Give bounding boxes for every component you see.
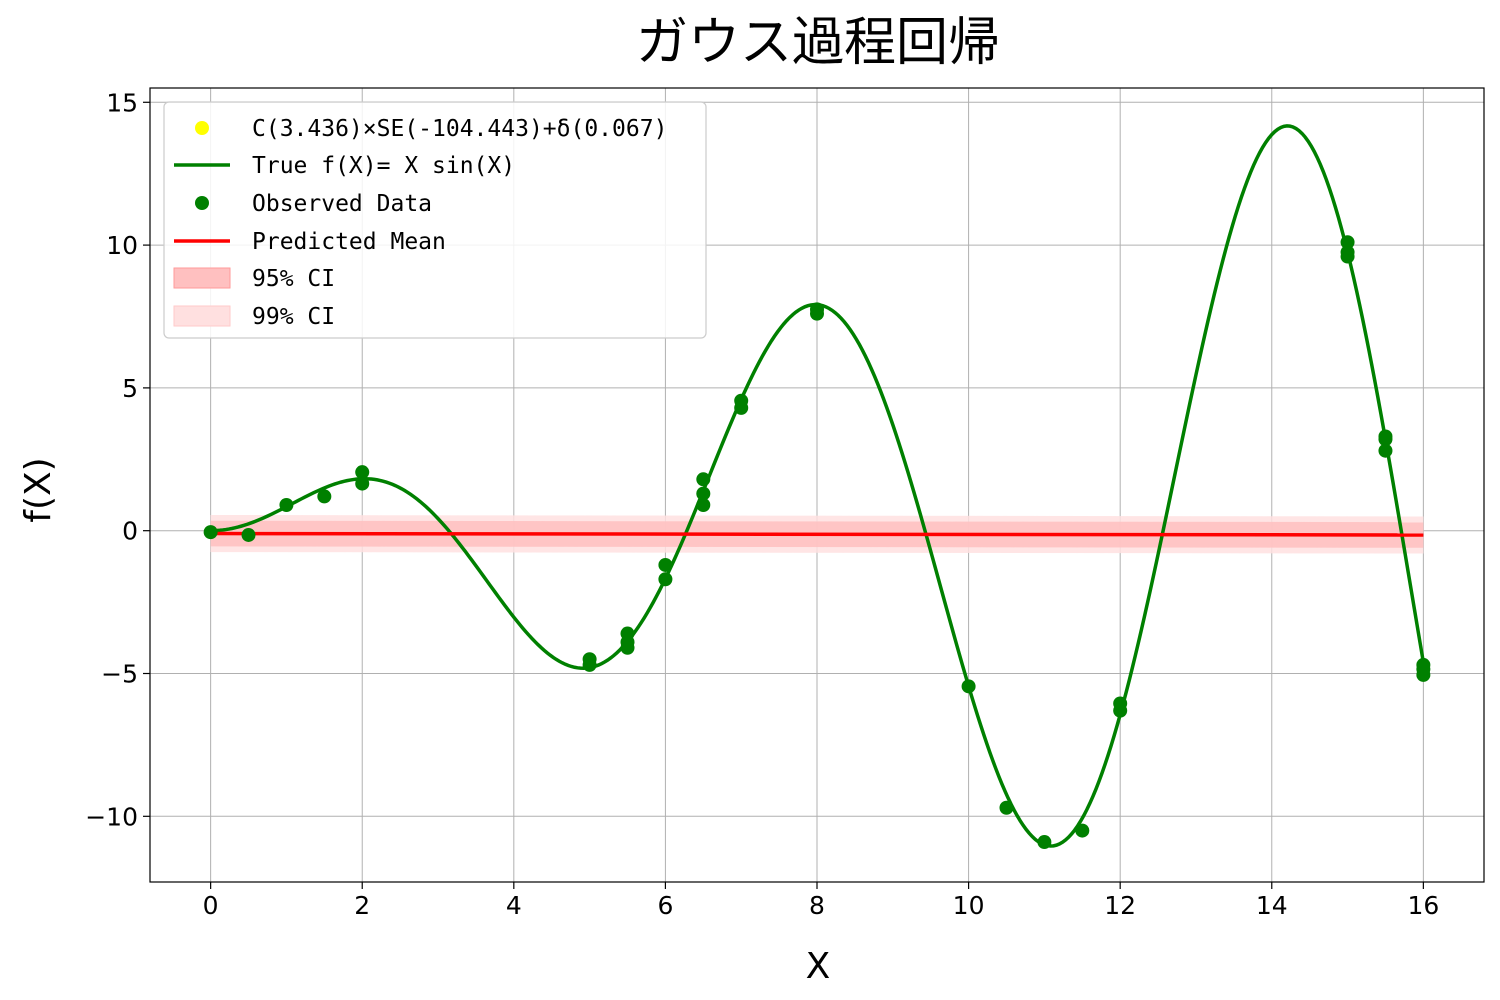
x-tick-label: 2 [354,891,370,920]
predicted-mean-line [210,531,1424,537]
legend: C(3.436)×SE(-104.443)+δ(0.067) True f(X)=… [163,101,707,339]
observed-point [620,640,635,655]
legend-box [163,101,707,339]
x-tick-label: 0 [203,891,219,920]
observed-point [203,525,218,540]
observed-point [1340,235,1355,250]
observed-point [1113,703,1128,718]
observed-point [355,465,370,480]
observed-point [734,400,749,415]
y-axis-label: f(X) [18,457,59,522]
legend-label-true: True f(X)= X sin(X) [252,153,515,179]
x-tick-label: 6 [657,891,673,920]
x-tick-label: 8 [809,891,825,920]
observed-point [279,497,294,512]
observed-point [658,572,673,587]
legend-label-ci99: 99% CI [252,304,335,330]
observed-point [1378,432,1393,447]
y-tick-label: 10 [106,231,138,260]
legend-label-kernel: C(3.436)×SE(-104.443)+δ(0.067) [252,116,667,142]
x-tick-label: 10 [953,891,985,920]
legend-marker-kernel [195,121,209,135]
y-tick-label: 0 [122,517,138,546]
y-tick-label: −10 [85,802,138,831]
legend-label-ci95: 95% CI [252,266,335,292]
y-tick-label: −5 [101,660,138,689]
observed-points-group [203,235,1431,850]
observed-point [1416,667,1431,682]
observed-point [696,497,711,512]
x-tick-label: 14 [1256,891,1288,920]
observed-point [1340,249,1355,264]
observed-point [696,486,711,501]
legend-label-observed: Observed Data [252,191,432,217]
legend-marker-ci99 [173,305,231,327]
observed-point [961,679,976,694]
observed-point [582,657,597,672]
y-tick-label: 15 [106,88,138,117]
x-tick-label: 12 [1104,891,1136,920]
observed-point [696,472,711,487]
legend-marker-ci95 [173,267,231,289]
observed-point [355,476,370,491]
legend-label-mean: Predicted Mean [252,229,446,255]
chart-title: ガウス過程回帰 [636,13,1000,73]
observed-point [1378,443,1393,458]
observed-point [999,800,1014,815]
x-ticks: 0 2 4 6 8 10 12 14 16 [203,882,1439,920]
legend-marker-observed [195,196,209,210]
predicted-mean-group [210,531,1424,537]
observed-point [241,527,256,542]
x-tick-label: 4 [506,891,522,920]
observed-point [1075,823,1090,838]
x-axis-label: X [806,946,831,987]
y-ticks: 15 10 5 0 −5 −10 [85,88,150,831]
x-tick-label: 16 [1407,891,1439,920]
observed-point [658,557,673,572]
y-tick-label: 5 [122,374,138,403]
observed-point [1037,835,1052,850]
observed-point [317,489,332,504]
observed-point [810,306,824,321]
